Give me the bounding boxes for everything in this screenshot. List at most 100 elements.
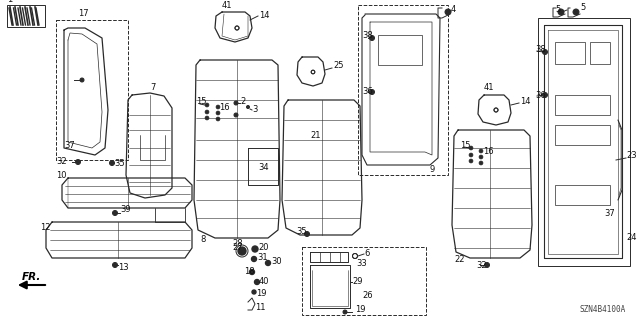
Circle shape (250, 270, 255, 275)
Circle shape (305, 232, 310, 236)
Circle shape (343, 310, 347, 314)
Bar (590, 42, 610, 64)
Circle shape (252, 256, 257, 262)
Circle shape (266, 261, 271, 265)
Text: 38: 38 (362, 31, 372, 40)
Text: 28: 28 (232, 239, 243, 248)
Text: 2: 2 (240, 97, 245, 106)
Circle shape (469, 153, 473, 157)
Text: 31: 31 (257, 254, 268, 263)
Circle shape (246, 106, 250, 108)
Text: 6: 6 (364, 249, 369, 258)
Text: 15: 15 (196, 98, 207, 107)
Circle shape (109, 160, 115, 166)
Circle shape (216, 117, 220, 121)
Text: 5: 5 (580, 4, 585, 12)
Text: 35: 35 (296, 227, 307, 236)
Text: 17: 17 (78, 9, 88, 18)
Text: 23: 23 (626, 151, 637, 160)
Bar (555, 42, 585, 64)
Text: FR.: FR. (22, 272, 42, 282)
Bar (358, 5, 448, 175)
Text: 36: 36 (362, 87, 372, 97)
Circle shape (76, 160, 81, 165)
Text: 15: 15 (460, 142, 470, 151)
Bar (538, 18, 630, 266)
Text: 16: 16 (483, 146, 493, 155)
Circle shape (113, 263, 118, 268)
Text: 29: 29 (352, 278, 362, 286)
Text: 7: 7 (150, 84, 156, 93)
Text: SZN4B4100A: SZN4B4100A (580, 305, 626, 314)
Text: 14: 14 (520, 98, 531, 107)
Circle shape (369, 35, 374, 41)
Text: 30: 30 (271, 256, 282, 265)
Circle shape (479, 149, 483, 153)
Text: 41: 41 (484, 83, 495, 92)
Text: 12: 12 (40, 224, 51, 233)
Bar (555, 95, 610, 115)
Bar (302, 247, 426, 315)
Circle shape (205, 110, 209, 114)
Circle shape (234, 101, 238, 105)
Text: 1: 1 (7, 0, 12, 4)
Text: 24: 24 (626, 234, 637, 242)
Circle shape (479, 155, 483, 159)
Text: 19: 19 (256, 288, 266, 298)
Circle shape (543, 49, 547, 55)
Circle shape (234, 113, 238, 117)
Text: 20: 20 (258, 242, 269, 251)
Text: 4: 4 (451, 4, 456, 13)
Text: 14: 14 (259, 11, 269, 19)
Circle shape (252, 290, 256, 294)
Text: 38: 38 (535, 46, 546, 55)
Text: 33: 33 (356, 259, 367, 269)
Circle shape (479, 161, 483, 165)
Text: 3: 3 (252, 106, 257, 115)
Circle shape (484, 263, 490, 268)
Text: 8: 8 (200, 235, 205, 244)
Text: 32: 32 (476, 261, 486, 270)
Text: 11: 11 (255, 303, 266, 313)
Text: 37: 37 (604, 209, 615, 218)
Text: 16: 16 (219, 102, 230, 112)
Circle shape (369, 90, 374, 94)
Circle shape (216, 111, 220, 115)
Text: 27: 27 (232, 243, 243, 253)
Text: 32: 32 (56, 158, 67, 167)
Text: 41: 41 (222, 1, 232, 10)
Text: 36: 36 (535, 91, 546, 100)
Text: 18: 18 (244, 268, 255, 277)
Text: 37: 37 (64, 140, 75, 150)
Bar (555, 185, 610, 205)
Circle shape (469, 159, 473, 163)
Bar (378, 35, 422, 65)
Text: 35: 35 (114, 159, 125, 167)
Circle shape (80, 78, 84, 82)
Bar (56, 20, 128, 160)
Text: 39: 39 (120, 205, 131, 214)
Text: 19: 19 (355, 306, 365, 315)
Text: 9: 9 (430, 166, 435, 174)
Bar (7, 5, 45, 27)
Text: 22: 22 (454, 256, 465, 264)
Circle shape (252, 246, 258, 252)
Text: 13: 13 (118, 263, 129, 272)
Circle shape (445, 9, 451, 15)
Text: 26: 26 (362, 291, 372, 300)
Circle shape (573, 9, 579, 15)
Circle shape (543, 93, 547, 98)
Bar (555, 125, 610, 145)
Text: 25: 25 (333, 62, 344, 70)
Text: 34: 34 (258, 164, 269, 173)
Text: 10: 10 (56, 170, 67, 180)
Circle shape (238, 247, 246, 255)
Circle shape (216, 105, 220, 109)
Text: 5: 5 (555, 4, 560, 13)
Circle shape (558, 9, 564, 15)
Circle shape (469, 146, 473, 150)
Circle shape (205, 116, 209, 120)
Circle shape (113, 211, 118, 216)
Circle shape (205, 103, 209, 107)
Circle shape (255, 279, 259, 285)
